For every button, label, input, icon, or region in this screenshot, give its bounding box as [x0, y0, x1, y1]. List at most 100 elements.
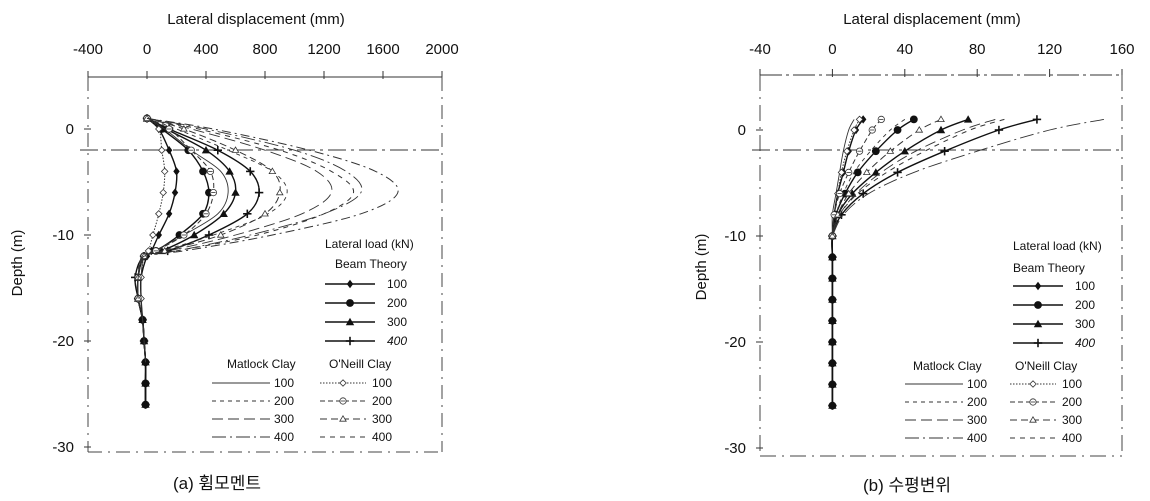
legend-oneill-marker [339, 379, 347, 387]
x-tick-label: 800 [252, 41, 277, 58]
legend-oneill-marker [339, 415, 347, 422]
legend-beam-label: 400 [1075, 336, 1095, 350]
data-point [915, 126, 924, 133]
legend-oneill-label: 100 [1062, 377, 1082, 391]
data-point [836, 190, 844, 198]
data-point [828, 359, 837, 368]
panel-b-legend-beam-header: Beam Theory [1013, 261, 1085, 275]
legend-matlock-label: 300 [274, 412, 294, 426]
series-matlockclay-400 [831, 118, 1104, 237]
data-point [261, 209, 269, 217]
data-point [871, 147, 880, 156]
legend-oneill-marker [1029, 398, 1037, 406]
data-point [940, 147, 949, 156]
series-matlockclay-300 [137, 117, 333, 363]
panel-b-lateral-displacement: Lateral displacement (mm) -40 0 40 80 120 160… [693, 11, 1135, 495]
data-point [165, 146, 173, 155]
x-tick-label: 160 [1109, 41, 1134, 58]
x-tick-label: 1200 [307, 41, 340, 58]
panel-a-legend-title: Lateral load (kN) [325, 237, 414, 251]
y-tick-label: -30 [724, 440, 746, 457]
y-tick-label: -20 [724, 334, 746, 351]
data-point [886, 147, 895, 154]
data-point [187, 146, 195, 154]
data-point [844, 189, 853, 197]
data-point [936, 125, 946, 134]
legend-beam-marker [1034, 301, 1042, 309]
data-point [141, 379, 150, 388]
data-point [155, 230, 162, 240]
legend-beam-label: 200 [1075, 298, 1095, 312]
legend-beam-label: 300 [1075, 317, 1095, 331]
series-oneillclay-400 [137, 117, 355, 299]
data-point [877, 115, 885, 124]
data-point [893, 168, 902, 177]
legend-matlock-label: 400 [274, 430, 294, 444]
data-point [850, 126, 858, 134]
data-point [853, 168, 862, 177]
panel-b-legend-model-entries: 100 100 200 200 300 300 400 400 [905, 377, 1082, 445]
legend-matlock-label: 200 [967, 395, 987, 409]
data-point [900, 147, 909, 155]
legend-oneill-label: 300 [1062, 413, 1082, 427]
data-point [868, 126, 876, 134]
data-point [190, 230, 199, 239]
data-point [254, 188, 264, 197]
data-point [828, 253, 837, 262]
legend-oneill-marker [1029, 416, 1037, 423]
data-point [828, 316, 837, 325]
series-matlockclay-300 [831, 118, 996, 237]
data-point [828, 401, 837, 410]
panel-b-caption: (b) 수평변위 [863, 476, 951, 495]
series-beamtheory-100 [831, 118, 864, 406]
legend-oneill-label: 200 [372, 394, 392, 408]
panel-b-curves [828, 115, 1104, 410]
legend-beam-label: 400 [387, 334, 407, 348]
panel-a-bending-moment: Lateral displacement (mm) -400 0 400 800 120… [9, 11, 459, 493]
x-tick-label: 1600 [366, 41, 399, 58]
data-point [160, 167, 169, 176]
series-oneillclay-300 [137, 117, 281, 299]
panel-a-legend-matlock-header: Matlock Clay [227, 357, 296, 371]
data-point [1032, 115, 1042, 124]
panel-a-legend-beam-header: Beam Theory [335, 257, 407, 271]
data-point [225, 167, 234, 175]
data-point [275, 188, 284, 196]
data-point [213, 146, 222, 155]
panel-a-legend-oneill-header: O'Neill Clay [329, 357, 391, 371]
data-point [173, 167, 180, 176]
legend-beam-label: 300 [387, 315, 407, 329]
data-point [231, 188, 240, 196]
panel-b-legend-beam-entries: 100 200 300 400 [1013, 279, 1095, 350]
panel-a-caption: (a) 휨모멘트 [173, 474, 261, 493]
panel-a-y-tick-labels: 0 -10 -20 -30 [52, 121, 91, 456]
data-point [963, 115, 973, 123]
x-tick-label: -400 [73, 41, 103, 58]
y-tick-label: 0 [66, 121, 74, 138]
x-tick-label: 80 [969, 41, 986, 58]
data-point [155, 125, 163, 133]
series-oneillclay-100 [140, 118, 166, 299]
x-tick-label: 400 [193, 41, 218, 58]
data-point [828, 380, 837, 389]
x-tick-label: 120 [1037, 41, 1062, 58]
legend-matlock-label: 400 [967, 431, 987, 445]
panel-a-y-axis-title: Depth (m) [9, 230, 26, 297]
legend-matlock-label: 100 [274, 376, 294, 390]
data-point [994, 125, 1004, 135]
data-point [828, 337, 837, 347]
legend-oneill-label: 400 [1062, 431, 1082, 445]
legend-beam-label: 200 [387, 296, 407, 310]
data-point [855, 147, 864, 155]
series-beamtheory-400 [137, 117, 399, 278]
data-point [855, 115, 864, 124]
legend-oneill-label: 400 [372, 430, 392, 444]
data-point [862, 168, 871, 175]
data-point [141, 400, 150, 409]
panel-b-x-axis-title: Lateral displacement (mm) [843, 11, 1021, 28]
legend-beam-marker [345, 317, 355, 326]
legend-oneill-marker [1029, 380, 1037, 388]
panel-b-legend-oneill-header: O'Neill Clay [1015, 359, 1077, 373]
data-point [171, 188, 179, 197]
legend-matlock-label: 300 [967, 413, 987, 427]
